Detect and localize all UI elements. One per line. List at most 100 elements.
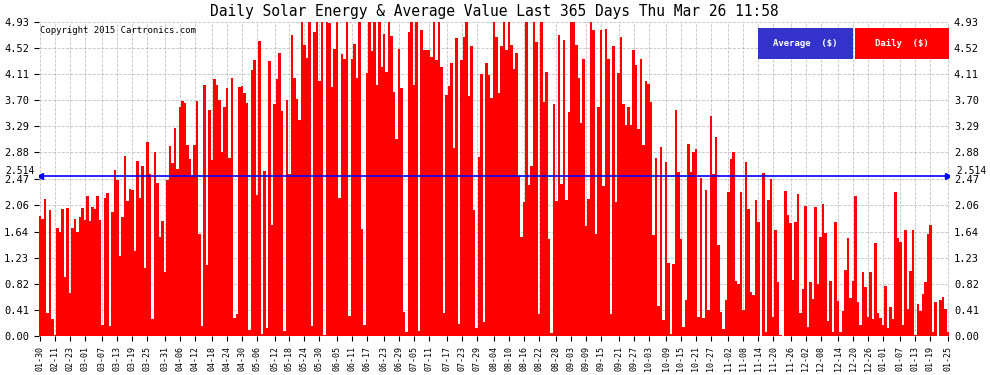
Bar (805, 206, 807, 336)
Bar (355, 78, 358, 336)
Bar (802, 290, 805, 336)
Bar (114, 170, 116, 336)
Bar (51, 319, 53, 336)
Bar (181, 100, 183, 336)
Bar (555, 201, 557, 336)
Bar (241, 86, 244, 336)
Bar (735, 281, 738, 336)
Bar (198, 234, 201, 336)
Bar (722, 328, 725, 336)
Bar (620, 37, 623, 336)
Bar (398, 49, 401, 336)
Text: 2.514: 2.514 (950, 166, 986, 176)
Bar (725, 300, 727, 336)
Bar (518, 176, 520, 336)
Bar (825, 234, 827, 336)
Bar (897, 238, 899, 336)
Bar (226, 88, 229, 336)
Bar (595, 234, 597, 336)
Bar (740, 192, 742, 336)
Bar (754, 200, 757, 336)
Bar (373, 22, 375, 336)
Bar (727, 192, 730, 336)
Bar (106, 194, 109, 336)
Bar (360, 229, 363, 336)
Bar (652, 235, 654, 336)
Bar (779, 335, 782, 336)
Bar (196, 101, 198, 336)
Bar (899, 242, 902, 336)
Bar (837, 301, 840, 336)
Bar (137, 161, 139, 336)
Bar (86, 196, 89, 336)
Bar (250, 70, 253, 336)
Bar (547, 239, 550, 336)
Bar (772, 316, 774, 336)
Bar (94, 209, 96, 336)
Bar (423, 50, 426, 336)
Bar (835, 222, 837, 336)
Title: Daily Solar Energy & Average Value Last 365 Days Thu Mar 26 11:58: Daily Solar Energy & Average Value Last … (210, 4, 778, 19)
Bar (510, 45, 513, 336)
Bar (126, 201, 129, 336)
Bar (380, 67, 383, 336)
Bar (543, 102, 545, 336)
Bar (436, 60, 438, 336)
Bar (844, 270, 846, 336)
Bar (462, 37, 465, 336)
Bar (58, 232, 61, 336)
Bar (211, 160, 214, 336)
Bar (401, 88, 403, 336)
Bar (720, 312, 722, 336)
Bar (560, 184, 562, 336)
Bar (383, 34, 385, 336)
Bar (81, 208, 84, 336)
Bar (565, 200, 567, 336)
Bar (119, 256, 121, 336)
Bar (889, 307, 892, 336)
Bar (851, 280, 854, 336)
Bar (204, 85, 206, 336)
Bar (101, 325, 104, 336)
Bar (393, 92, 395, 336)
Bar (214, 79, 216, 336)
Bar (664, 162, 667, 336)
Bar (762, 173, 764, 336)
Bar (635, 65, 638, 336)
Bar (42, 219, 44, 336)
Bar (328, 23, 331, 336)
Bar (418, 331, 421, 336)
Bar (253, 60, 255, 336)
Bar (633, 50, 635, 336)
Bar (710, 116, 712, 336)
Bar (498, 93, 500, 336)
Bar (311, 326, 313, 336)
Bar (134, 251, 137, 336)
Bar (176, 169, 178, 336)
Bar (390, 36, 393, 336)
Bar (515, 53, 518, 336)
Bar (587, 200, 590, 336)
Bar (830, 281, 832, 336)
Bar (121, 217, 124, 336)
Bar (416, 22, 418, 336)
Bar (769, 179, 772, 336)
Bar (455, 38, 457, 336)
Bar (649, 102, 652, 336)
Bar (321, 22, 323, 336)
Bar (887, 328, 889, 336)
Bar (854, 195, 856, 336)
Bar (385, 72, 388, 336)
Bar (864, 287, 867, 336)
Bar (89, 221, 91, 336)
Bar (610, 314, 613, 336)
Bar (520, 237, 523, 336)
Bar (567, 112, 570, 336)
Bar (111, 212, 114, 336)
Bar (597, 107, 600, 336)
Bar (124, 156, 126, 336)
Bar (193, 144, 196, 336)
Bar (917, 304, 919, 336)
Text: 2.514: 2.514 (6, 166, 36, 176)
Bar (331, 87, 333, 336)
